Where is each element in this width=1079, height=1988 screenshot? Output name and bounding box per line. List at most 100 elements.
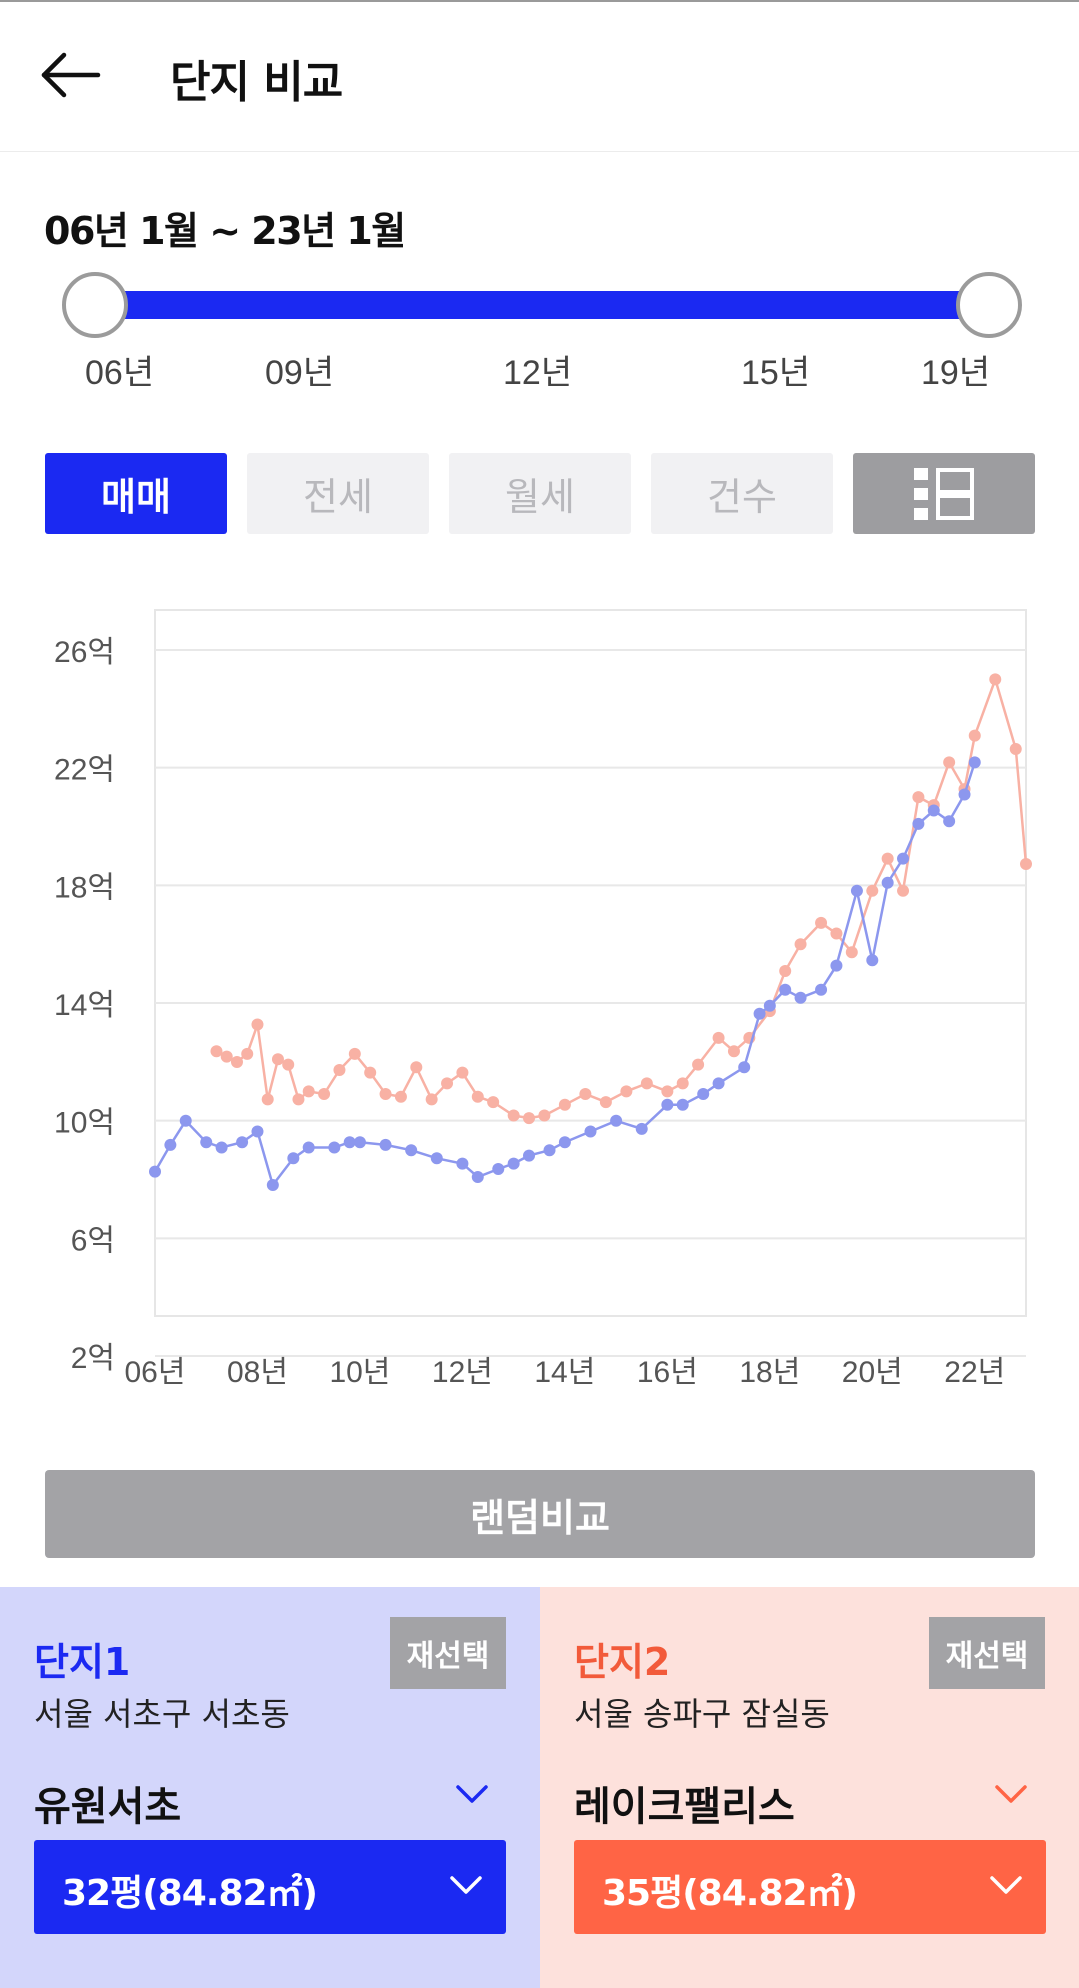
complex2-data-point xyxy=(302,1085,315,1098)
complex2-data-point xyxy=(866,884,879,897)
complex1-data-point xyxy=(763,999,776,1012)
complex2-data-point xyxy=(897,884,910,897)
chevron-down-icon[interactable] xyxy=(991,1779,1031,1809)
x-tick-label: 08년 xyxy=(227,1356,288,1389)
complex1-series-line xyxy=(153,761,976,1188)
complex1-data-point xyxy=(353,1136,366,1149)
complex1-address: 서울 서초구 서초동 xyxy=(34,1695,290,1733)
complex1-data-point xyxy=(897,852,910,865)
tab-jeonse[interactable]: 전세 xyxy=(247,453,429,534)
tab-monthly-rent[interactable]: 월세 xyxy=(449,453,631,534)
complex2-data-point xyxy=(523,1112,536,1125)
complex1-data-point xyxy=(958,788,971,801)
complex2-data-point xyxy=(912,791,925,804)
complex1-data-point xyxy=(200,1136,213,1149)
complex1-data-point xyxy=(179,1114,192,1127)
complex1-data-point xyxy=(912,817,925,830)
complex2-data-point xyxy=(471,1090,484,1103)
app-header: 단지 비교 xyxy=(0,2,1079,152)
y-tick-label: 22억 xyxy=(54,754,115,787)
chevron-down-icon[interactable] xyxy=(452,1779,492,1809)
chevron-down-icon xyxy=(450,1876,482,1894)
complex2-data-point xyxy=(220,1050,233,1063)
complex2-data-point xyxy=(394,1090,407,1103)
complex2-data-point xyxy=(558,1098,571,1111)
x-tick-label: 12년 xyxy=(432,1356,493,1389)
x-tick-label: 14년 xyxy=(534,1356,595,1389)
complex2-data-point xyxy=(210,1045,223,1058)
complex1-size-value: 32평(84.82㎡) xyxy=(62,1873,318,1914)
complex1-data-point xyxy=(712,1077,725,1090)
period-range-slider[interactable] xyxy=(62,270,1022,340)
slider-tick-label: 12년 xyxy=(503,354,573,392)
complex2-data-point xyxy=(282,1058,295,1071)
x-tick-label: 18년 xyxy=(739,1356,800,1389)
complex1-data-point xyxy=(236,1136,249,1149)
complex1-data-point xyxy=(881,876,894,889)
complex2-data-point xyxy=(712,1031,725,1044)
complex2-data-point xyxy=(333,1063,346,1076)
x-tick-label: 22년 xyxy=(944,1356,1005,1389)
complex1-data-point xyxy=(287,1152,300,1165)
complex2-data-point xyxy=(830,927,843,940)
complex2-reselect-button[interactable]: 재선택 xyxy=(929,1617,1045,1689)
complex2-data-point xyxy=(676,1077,689,1090)
complex1-title: 단지1 xyxy=(34,1640,131,1684)
x-tick-label: 10년 xyxy=(329,1356,390,1389)
complex1-name[interactable]: 유원서초 xyxy=(34,1784,182,1830)
x-tick-label: 06년 xyxy=(125,1356,186,1389)
complex2-data-point xyxy=(779,965,792,977)
complex1-data-point xyxy=(328,1141,341,1154)
complex2-data-point xyxy=(620,1085,633,1098)
complex1-data-point xyxy=(266,1179,279,1191)
slider-tick-label: 09년 xyxy=(265,354,335,392)
complex2-data-point xyxy=(456,1066,469,1079)
complex1-data-point xyxy=(523,1149,536,1162)
tab-count[interactable]: 건수 xyxy=(651,453,833,534)
complex1-data-point xyxy=(866,954,879,967)
complex2-data-point xyxy=(845,946,858,959)
complex2-data-point xyxy=(318,1088,331,1101)
complex1-data-point xyxy=(302,1141,315,1154)
complex2-name[interactable]: 레이크팰리스 xyxy=(574,1784,795,1830)
complex2-data-point xyxy=(261,1093,274,1106)
slider-tick-label: 15년 xyxy=(741,354,811,392)
tab-sale[interactable]: 매매 xyxy=(45,453,227,534)
complex2-data-point xyxy=(538,1109,551,1122)
complex2-data-point xyxy=(881,852,894,865)
complex2-data-point xyxy=(640,1077,653,1090)
complex1-data-point xyxy=(558,1136,571,1149)
slider-start-handle[interactable] xyxy=(62,272,128,338)
complex2-data-point xyxy=(348,1047,361,1060)
complex1-data-point xyxy=(507,1157,520,1170)
complex1-data-point xyxy=(379,1138,392,1151)
slider-track xyxy=(92,291,992,319)
slider-end-handle[interactable] xyxy=(956,272,1022,338)
complex1-reselect-button[interactable]: 재선택 xyxy=(390,1617,506,1689)
complex1-size-select[interactable]: 32평(84.82㎡) xyxy=(34,1840,506,1934)
complex2-address: 서울 송파구 잠실동 xyxy=(574,1695,830,1733)
list-view-button[interactable] xyxy=(853,453,1035,534)
complex2-data-point xyxy=(441,1077,454,1090)
x-tick-label: 16년 xyxy=(637,1356,698,1389)
slider-tick-label: 19년 xyxy=(921,354,991,392)
complex1-data-point xyxy=(456,1157,469,1170)
random-compare-button[interactable]: 랜덤비교 xyxy=(45,1470,1035,1558)
complex2-data-point xyxy=(815,916,828,929)
complex1-data-point xyxy=(794,991,807,1004)
complex2-data-point xyxy=(661,1085,674,1098)
complex1-data-point xyxy=(430,1152,443,1165)
complex2-data-point xyxy=(943,756,956,769)
complex2-size-select[interactable]: 35평(84.82㎡) xyxy=(574,1840,1046,1934)
complex1-data-point xyxy=(943,815,956,828)
complex2-data-point xyxy=(271,1053,284,1066)
complex1-data-point xyxy=(584,1125,597,1138)
y-tick-label: 10억 xyxy=(54,1107,115,1140)
complex2-data-point xyxy=(968,729,981,742)
complex1-data-point xyxy=(738,1061,751,1074)
complex1-data-point xyxy=(149,1165,161,1178)
complex2-data-point xyxy=(251,1018,264,1031)
chevron-down-icon xyxy=(990,1876,1022,1894)
back-arrow-icon[interactable] xyxy=(40,44,102,106)
complex2-title: 단지2 xyxy=(574,1640,671,1684)
